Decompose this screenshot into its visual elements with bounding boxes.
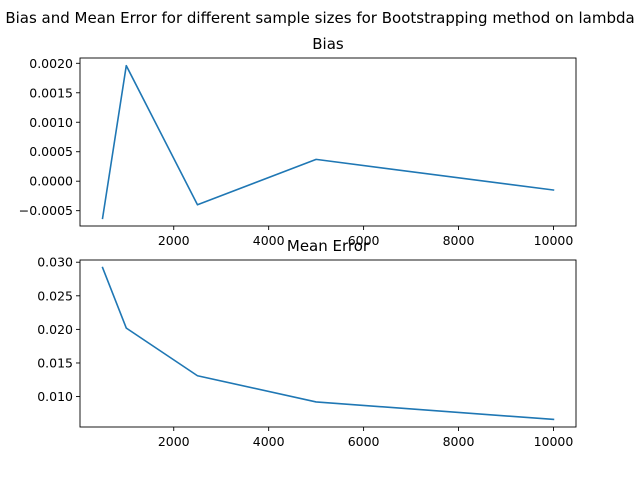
bias-y-tick-label: 0.0010 [29,115,73,130]
mean-error-plot-frame [79,259,577,428]
mean-error-subplot: 2000 4000 6000 8000 10000 0.0100.0150.0200.0… [37,237,577,449]
bias-y-tick-label: 0.0020 [29,56,73,71]
bias-x-tick-label: 10000 [534,233,574,248]
bias-series-line [101,64,555,220]
figure-suptitle: Bias and Mean Error for different sample… [5,9,634,27]
mean-error-x-tick-label: 10000 [534,434,574,449]
mean-error-y-ticks: 0.010 0.015 0.020 0.025 0.030 [37,255,80,404]
bias-plot-frame [79,57,577,227]
bias-x-tick-label: 8000 [443,233,475,248]
bias-y-tick-label: 0.0015 [29,85,73,100]
bias-y-ticks: −0.0005 0.0000 0.0005 0.0010 0.0015 0.0020 [19,56,80,218]
mean-error-y-tick-label: 0.020 [37,322,73,337]
mean-error-x-ticks: 2000 4000 6000 8000 10000 [158,427,574,449]
bias-x-tick-label: 6000 [348,233,380,248]
bias-subplot-title: Bias [312,35,344,53]
bias-x-ticks: 2000 4000 6000 8000 10000 [158,226,574,248]
mean-error-x-tick-label: 6000 [348,434,380,449]
bias-x-tick-label: 4000 [253,233,285,248]
mean-error-x-tick-label: 4000 [253,434,285,449]
bias-y-tick-label: 0.0005 [29,144,73,159]
mean-error-y-tick-label: 0.010 [37,389,73,404]
bias-y-tick-label: −0.0005 [19,203,73,218]
mean-error-y-tick-label: 0.030 [37,255,73,270]
mean-error-y-tick-label: 0.015 [37,355,73,370]
mean-error-x-tick-label: 8000 [443,434,475,449]
mean-error-subplot-title: Mean Error [287,237,370,255]
bias-y-tick-label: 0.0000 [29,174,73,189]
mean-error-y-tick-label: 0.025 [37,288,73,303]
bias-subplot: Bias 2000 4000 6000 8000 10000 −0.0005 0.0000… [19,35,577,248]
mean-error-x-tick-label: 2000 [158,434,190,449]
mean-error-series-line [101,266,555,421]
bias-x-tick-label: 2000 [158,233,190,248]
